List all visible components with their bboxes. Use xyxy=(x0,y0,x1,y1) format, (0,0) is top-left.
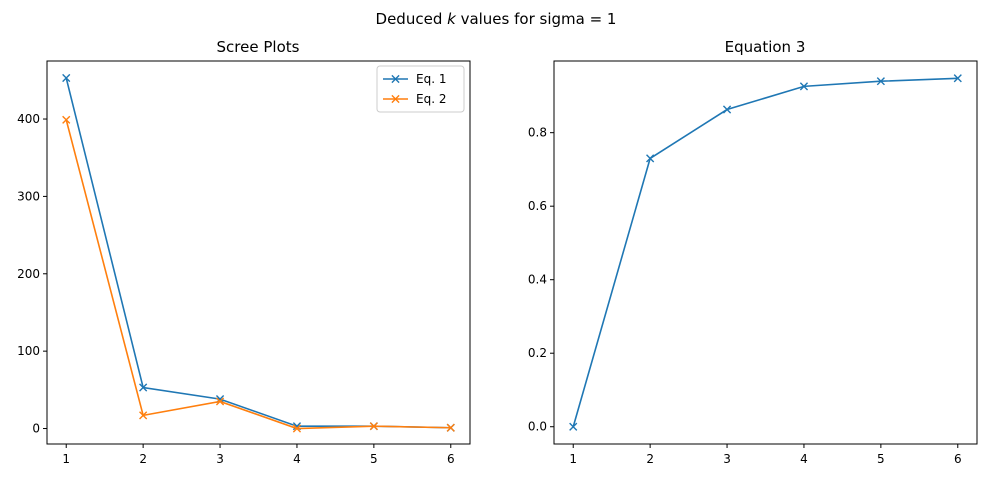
scree-x-tick-label: 5 xyxy=(370,452,378,466)
scree-plots-axes-frame xyxy=(46,60,471,445)
equation-3-title: Equation 3 xyxy=(725,38,806,56)
scree-legend-box xyxy=(376,65,465,113)
eq3-series-0-point xyxy=(876,77,885,86)
scree-series-1-point xyxy=(446,423,455,432)
scree-x-tick-label: 1 xyxy=(62,452,70,466)
eq3-series-0-point xyxy=(569,422,578,431)
scree-series-1-point xyxy=(292,424,302,433)
scree-series-0-point xyxy=(62,73,71,83)
scree-plots-title: Scree Plots xyxy=(217,38,300,56)
equation-3-panel: Equation 3 1 2 3 4 5 6 0.0 0.2 0.4 0.6 0.8 xyxy=(528,38,978,466)
scree-y-tick-label: 400 xyxy=(17,112,40,126)
scree-legend-0-label: Eq. 1 xyxy=(416,72,446,86)
eq3-x-tick-label: 1 xyxy=(569,452,577,466)
eq3-x-tick-label: 2 xyxy=(646,452,654,466)
eq3-y-tick-label: 0.8 xyxy=(528,126,547,140)
eq3-y-tick-label: 0.4 xyxy=(528,273,547,287)
scree-legend-1-marker xyxy=(391,94,400,104)
scree-series-0-point xyxy=(139,383,148,392)
scree-series-1-point xyxy=(62,115,71,124)
scree-series-0-line xyxy=(65,77,451,429)
eq3-x-tick-label: 5 xyxy=(877,452,885,466)
eq3-x-tick-label: 4 xyxy=(800,452,808,466)
scree-series-1-line xyxy=(65,119,451,430)
scree-series-1-point xyxy=(215,397,225,406)
scree-x-tick-label: 4 xyxy=(293,452,301,466)
eq3-y-tick-label: 0.2 xyxy=(528,346,547,360)
figure-suptitle: Deduced k values for sigma = 1 xyxy=(376,10,617,28)
scree-series-1-point xyxy=(139,411,148,420)
eq3-series-0-point xyxy=(722,105,732,114)
eq3-y-tick-label: 0.0 xyxy=(528,420,547,434)
suptitle-prefix: Deduced xyxy=(376,10,448,28)
eq3-x-tick-label: 6 xyxy=(954,452,962,466)
scree-plots-panel: Scree Plots 1 2 3 4 5 6 0 100 200 300 400 Eq. 1 Eq. … xyxy=(17,38,471,466)
scree-y-tick-label: 200 xyxy=(17,267,40,281)
eq3-series-0-point xyxy=(799,82,809,91)
scree-series-1-point xyxy=(369,422,378,431)
scree-y-tick-label: 100 xyxy=(17,344,40,358)
eq3-series-0-point xyxy=(646,154,655,163)
scree-y-tick-label: 300 xyxy=(17,189,40,203)
eq3-y-tick-label: 0.6 xyxy=(528,199,547,213)
scree-x-tick-label: 3 xyxy=(216,452,224,466)
scree-legend-1-label: Eq. 2 xyxy=(416,92,446,106)
suptitle-suffix: values for sigma = 1 xyxy=(456,10,617,28)
eq3-x-tick-label: 3 xyxy=(723,452,731,466)
scree-legend-0-marker xyxy=(391,74,400,84)
scree-y-tick-label: 0 xyxy=(32,422,40,436)
scree-x-tick-label: 2 xyxy=(139,452,147,466)
eq3-series-0-line xyxy=(572,77,958,427)
equation-3-axes-frame xyxy=(553,60,978,445)
suptitle-variable: k xyxy=(447,10,457,28)
scree-x-tick-label: 6 xyxy=(447,452,455,466)
eq3-series-0-point xyxy=(953,74,962,83)
